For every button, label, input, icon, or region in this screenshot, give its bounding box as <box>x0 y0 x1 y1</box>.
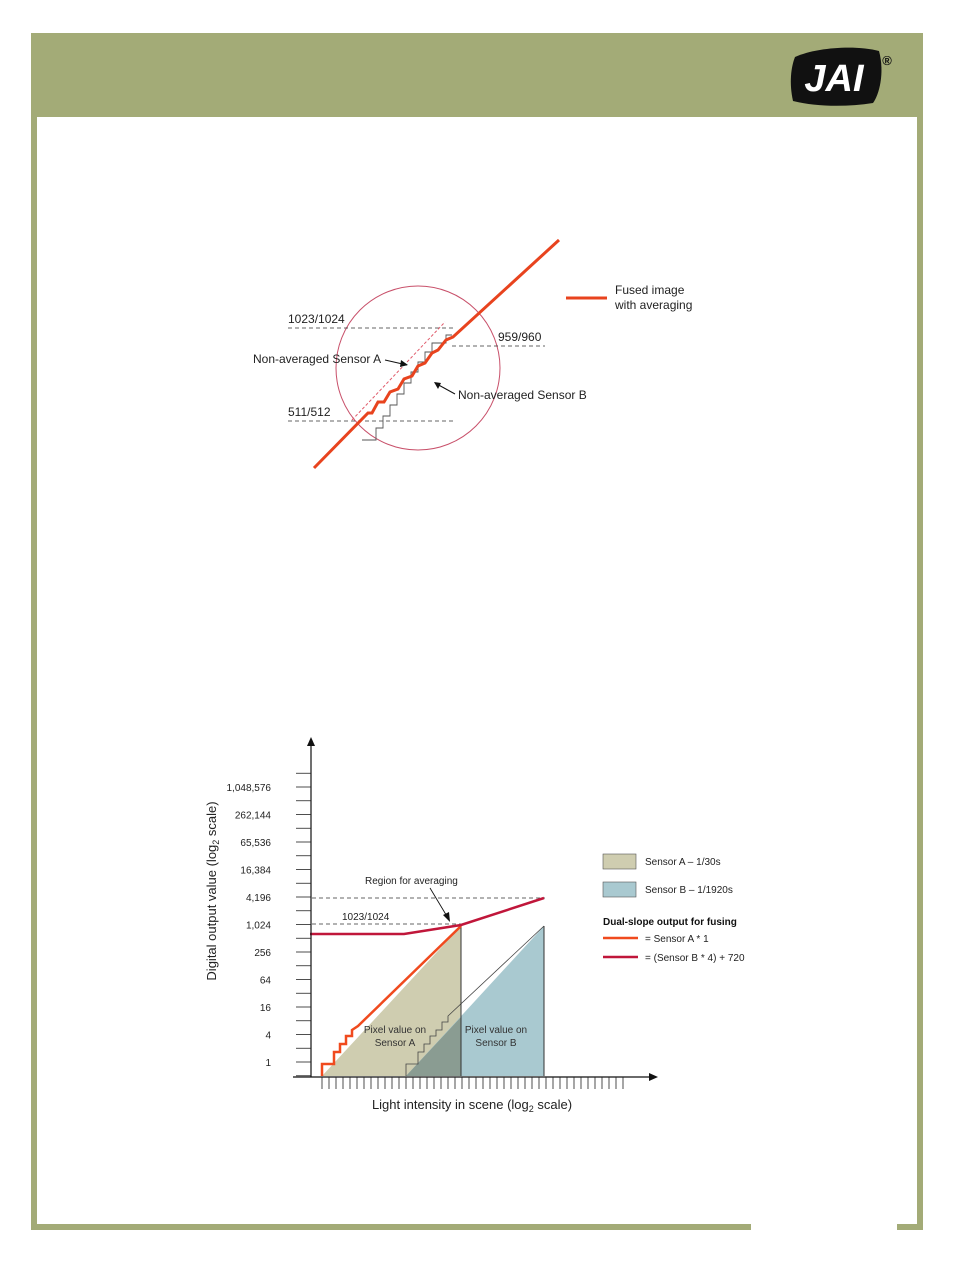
label-959-960: 959/960 <box>498 330 542 344</box>
y-axis-arrow <box>307 737 315 746</box>
page-frame-bottom-end <box>897 1224 923 1230</box>
legend-sensor-b-swatch <box>602 881 637 898</box>
jai-logo: JAI ® <box>790 47 892 106</box>
legend-line-b-label: = (Sensor B * 4) + 720 <box>645 953 745 964</box>
x-axis-title: Light intensity in scene (log2 scale) <box>372 1097 572 1114</box>
label-pixel-value-a-2: Sensor A <box>375 1038 416 1049</box>
header-bar <box>31 33 923 117</box>
label-pixel-value-b-1: Pixel value on <box>465 1025 527 1036</box>
arrowhead-region <box>443 912 450 922</box>
label-pixel-value-b-2: Sensor B <box>475 1038 516 1049</box>
page-frame-left <box>31 117 37 1230</box>
registered-mark: ® <box>882 53 892 68</box>
arrowhead-sensor-b <box>434 382 441 389</box>
arrow-region-for-averaging <box>429 887 449 919</box>
y-minor-ticks <box>296 772 311 1077</box>
sensor-b-output-line <box>310 896 545 936</box>
legend-fused-label-2: with averaging <box>614 298 692 312</box>
figure-dual-slope: 1,048,576 262,144 65,536 16,384 4,196 1,024 25… <box>204 737 745 1114</box>
legend-sensor-b-label: Sensor B – 1/1920s <box>645 885 733 896</box>
y-tick-labels: 1,048,576 262,144 65,536 16,384 4,196 1,024 25… <box>227 783 272 1069</box>
logo-text: JAI <box>804 58 865 100</box>
label-non-averaged-sensor-b: Non-averaged Sensor B <box>458 388 587 402</box>
arrowhead-sensor-a <box>400 360 408 367</box>
legend-fused-label-1: Fused image <box>615 283 685 297</box>
y-tick-label: 4 <box>265 1031 271 1042</box>
label-non-averaged-sensor-a: Non-averaged Sensor A <box>253 352 381 366</box>
label-1023-1024: 1023/1024 <box>288 312 345 326</box>
sensor-b-staircase <box>362 334 452 441</box>
legend-line-a-label: = Sensor A * 1 <box>645 934 709 945</box>
y-tick-label: 1 <box>265 1058 271 1069</box>
fused-line <box>312 238 561 470</box>
y-tick-label: 1,024 <box>246 921 271 932</box>
legend-sensor-a-swatch <box>602 853 637 870</box>
sensor-a-output-line <box>320 925 462 1076</box>
y-tick-label: 262,144 <box>235 811 272 822</box>
figure-averaging-detail: Fused image with averaging 1023/1024 959… <box>253 238 692 470</box>
y-tick-label: 4,196 <box>246 893 271 904</box>
sensor-a-area <box>322 926 461 1076</box>
y-axis-title: Digital output value (log2 scale) <box>204 801 221 980</box>
x-minor-ticks <box>321 1077 624 1089</box>
overlap-area <box>406 1017 461 1076</box>
legend-sensor-a-label: Sensor A – 1/30s <box>645 857 721 868</box>
sensor-a-dashed-line <box>351 321 446 421</box>
y-tick-label: 65,536 <box>240 838 271 849</box>
sensor-b-edge <box>405 925 545 1076</box>
label-region-for-averaging: Region for averaging <box>365 876 458 887</box>
y-tick-label: 16 <box>260 1003 272 1014</box>
page-frame-right <box>917 117 923 1230</box>
sensor-b-area <box>406 926 544 1076</box>
label-pixel-value-a-1: Pixel value on <box>364 1025 426 1036</box>
x-axis-arrow <box>649 1073 658 1081</box>
y-tick-label: 16,384 <box>240 866 271 877</box>
y-tick-label: 64 <box>260 976 272 987</box>
legend-heading: Dual-slope output for fusing <box>603 917 737 928</box>
label-511-512: 511/512 <box>288 405 331 419</box>
y-tick-label: 1,048,576 <box>227 783 272 794</box>
label-1023-1024-chart: 1023/1024 <box>342 912 390 923</box>
y-tick-label: 256 <box>254 948 271 959</box>
zoom-circle <box>335 285 501 451</box>
page-frame-bottom <box>31 1224 751 1230</box>
